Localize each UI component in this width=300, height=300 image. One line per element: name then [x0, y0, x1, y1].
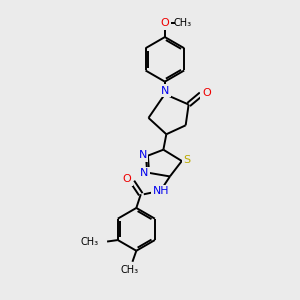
Text: N: N	[161, 85, 169, 96]
Text: N: N	[140, 169, 148, 178]
Text: CH₃: CH₃	[120, 265, 139, 275]
Text: CH₃: CH₃	[174, 18, 192, 28]
Text: CH₃: CH₃	[81, 236, 99, 247]
Text: O: O	[202, 88, 211, 98]
Text: S: S	[184, 154, 191, 164]
Text: N: N	[138, 150, 147, 160]
Text: NH: NH	[153, 186, 169, 196]
Text: O: O	[123, 174, 131, 184]
Text: O: O	[160, 18, 169, 28]
